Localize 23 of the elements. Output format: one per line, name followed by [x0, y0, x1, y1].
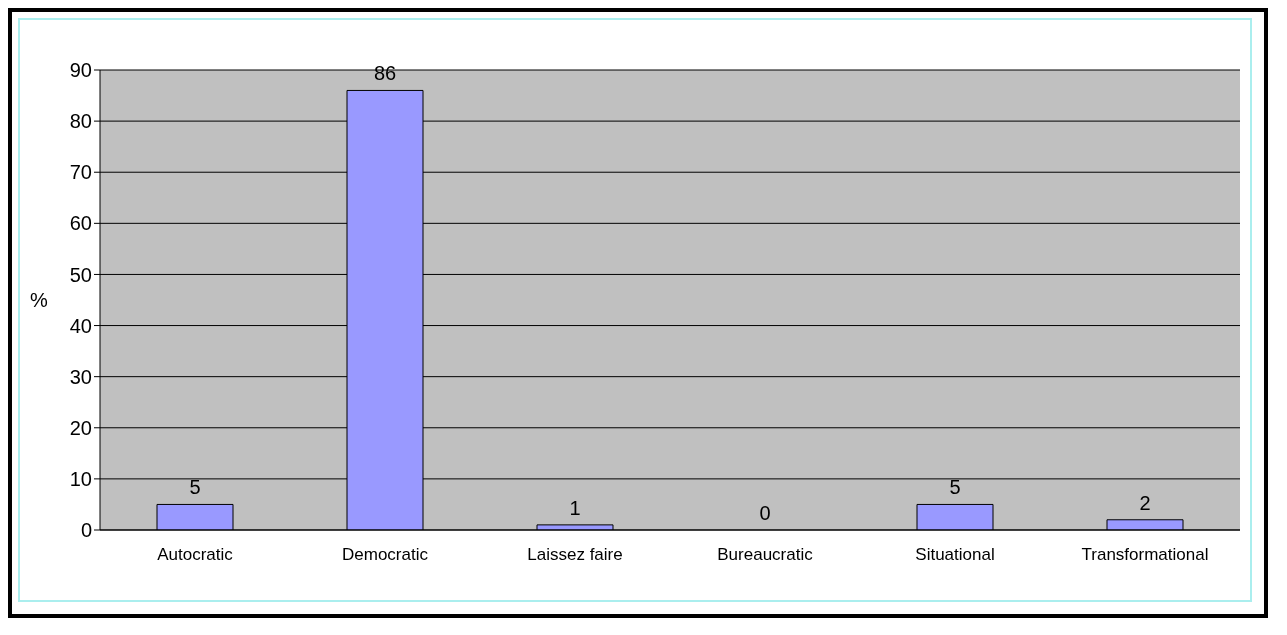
- y-tick-label: 70: [69, 161, 92, 184]
- y-tick-label: 30: [69, 365, 92, 388]
- y-tick-label: 50: [69, 263, 92, 286]
- data-label: 5: [189, 476, 201, 499]
- x-tick-label: Transformational: [1081, 545, 1209, 565]
- y-tick-label: 20: [69, 416, 92, 439]
- data-label: 86: [373, 62, 397, 85]
- data-label: 2: [1139, 491, 1151, 514]
- y-tick-label: 40: [69, 314, 92, 337]
- y-tick-label: 80: [69, 110, 92, 133]
- y-tick-label: 10: [69, 467, 92, 490]
- data-label: 1: [569, 496, 581, 519]
- y-tick-label: 0: [80, 519, 92, 542]
- data-label: 0: [759, 502, 771, 524]
- y-tick-label: 90: [69, 59, 92, 82]
- data-label: 5: [949, 476, 961, 499]
- y-axis-title: %: [30, 289, 48, 312]
- x-tick-label: Bureaucratic: [717, 545, 814, 565]
- y-tick-label: 60: [69, 212, 92, 235]
- x-tick-label: Laissez faire: [527, 545, 623, 565]
- x-tick-label: Autocratic: [157, 545, 234, 565]
- x-tick-label: Situational: [915, 545, 995, 565]
- x-tick-label: Democratic: [342, 545, 429, 565]
